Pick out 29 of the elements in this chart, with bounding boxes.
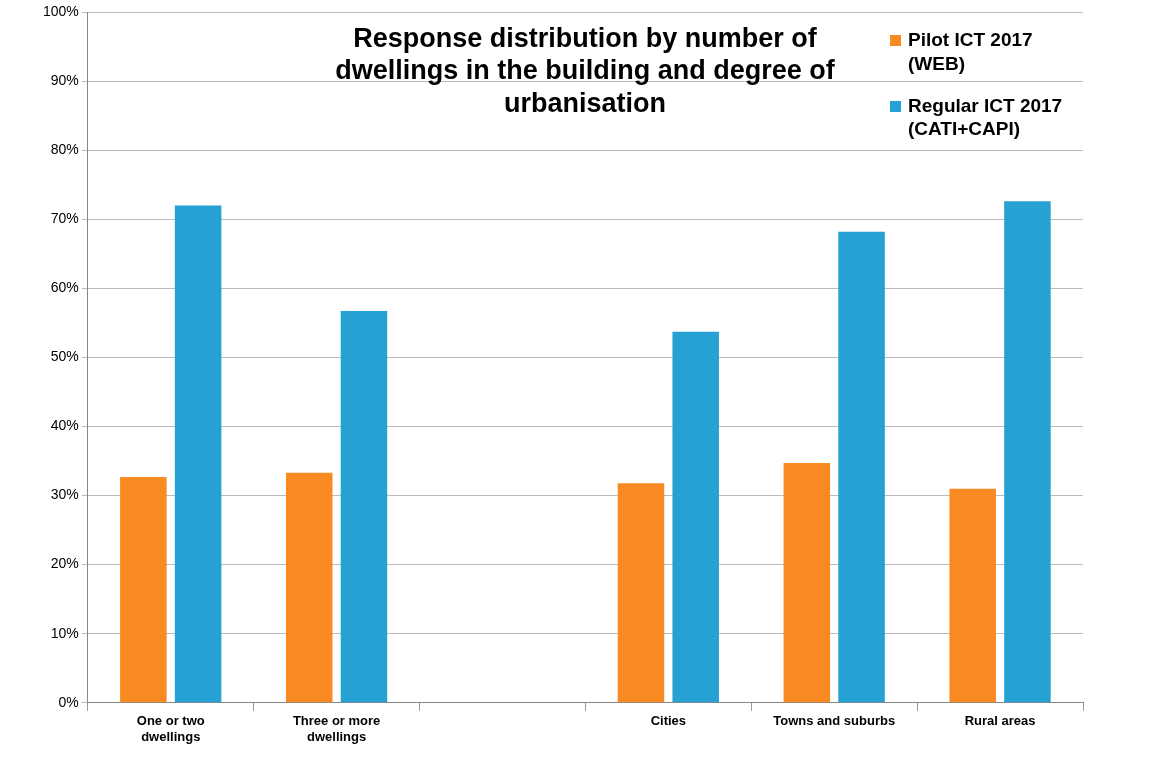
- x-tick-label: Cities: [650, 713, 687, 729]
- bar: [672, 331, 719, 703]
- bar: [838, 231, 885, 703]
- legend-label: Pilot ICT 2017 (WEB): [908, 28, 1034, 76]
- y-tick-label: 30%: [50, 486, 79, 503]
- bar: [949, 488, 996, 703]
- y-tick-label: 90%: [50, 71, 79, 88]
- bar: [285, 472, 333, 703]
- bar: [617, 483, 665, 703]
- y-tick-label: 50%: [50, 348, 79, 365]
- x-tick-label: One or two dwellings: [136, 713, 205, 744]
- legend-label: Regular ICT 2017 (CATI+CAPI): [908, 93, 1064, 141]
- x-tick-label: Rural areas: [964, 713, 1036, 729]
- y-tick-label: 70%: [50, 210, 79, 227]
- y-tick-label: 60%: [50, 279, 79, 296]
- y-tick-label: 100%: [42, 2, 79, 19]
- y-tick-label: 10%: [50, 624, 79, 641]
- y-tick-label: 40%: [50, 417, 79, 434]
- bar: [783, 463, 831, 703]
- bar: [120, 476, 167, 703]
- y-tick-label: 20%: [50, 555, 79, 572]
- bar: [340, 311, 388, 703]
- y-tick-label: 0%: [58, 693, 79, 710]
- bar: [174, 205, 222, 703]
- text: Response distribution by number of dwellings in the building and degree of urbanisation: [334, 22, 836, 120]
- y-tick-label: 80%: [50, 141, 79, 158]
- x-tick-label: Towns and suburbs: [773, 713, 896, 729]
- bar: [1004, 201, 1051, 703]
- x-tick-label: Three or more dwellings: [292, 713, 381, 744]
